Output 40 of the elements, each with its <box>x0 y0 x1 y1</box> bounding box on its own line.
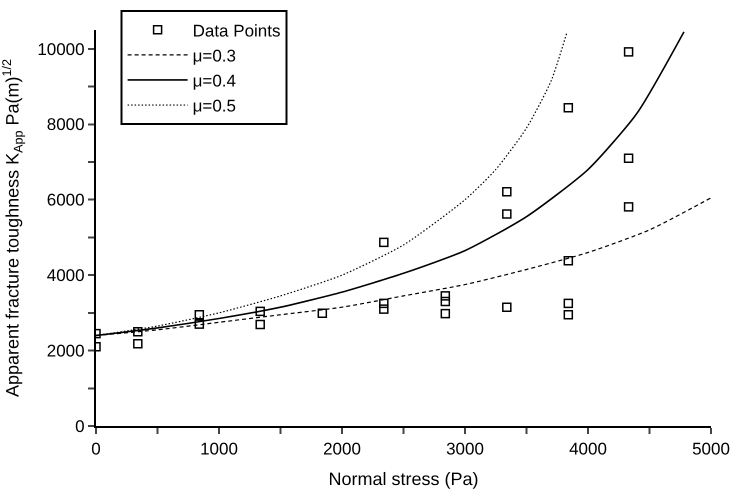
point <box>502 187 512 197</box>
point <box>564 310 574 320</box>
point <box>502 209 512 219</box>
point <box>440 308 450 318</box>
point <box>379 298 389 308</box>
y-tick-label: 2000 <box>46 342 85 361</box>
point <box>255 306 265 316</box>
point <box>379 304 389 314</box>
point <box>379 238 389 248</box>
x-tick-label: 5000 <box>692 439 730 458</box>
legend-label: μ=0.5 <box>192 96 236 116</box>
point <box>318 308 328 318</box>
point <box>564 256 574 266</box>
legend-label: μ=0.3 <box>192 46 236 66</box>
point <box>624 153 634 163</box>
point <box>624 202 634 212</box>
legend-label: Data Points <box>192 21 280 40</box>
point <box>440 291 450 301</box>
point <box>133 339 143 349</box>
y-tick-label: 4000 <box>46 266 85 286</box>
y-tick-label: 8000 <box>46 115 85 134</box>
legend-label: μ=0.4 <box>192 72 236 91</box>
point <box>194 310 204 320</box>
x-tick-label: 0 <box>91 439 101 458</box>
point <box>133 326 143 336</box>
y-tick-label: 10000 <box>37 40 85 59</box>
point <box>624 47 634 57</box>
point <box>564 298 574 308</box>
point <box>255 320 265 330</box>
x-tick-label: 4000 <box>569 439 607 458</box>
y-tick-label: 6000 <box>46 190 85 210</box>
x-tick-label: 3000 <box>446 439 484 458</box>
point <box>502 302 512 312</box>
y-tick-label: 0 <box>75 416 85 436</box>
point <box>194 319 204 329</box>
x-tick-label: 1000 <box>200 439 238 458</box>
x-tick-label: 2000 <box>323 439 361 458</box>
point <box>440 296 450 306</box>
x-axis-title: Normal stress (Pa) <box>328 469 479 489</box>
point <box>564 102 574 112</box>
